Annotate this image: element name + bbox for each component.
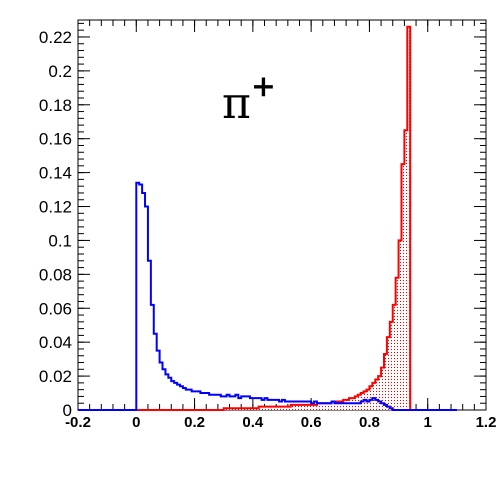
y-tick-label: 0.18 — [39, 96, 72, 115]
plot-frame — [77, 19, 487, 411]
series-line-blue — [78, 181, 457, 411]
y-tick-label: 0.06 — [39, 299, 72, 318]
annotation-superscript: + — [251, 69, 276, 104]
y-tick-label: 0.16 — [39, 130, 72, 149]
y-tick-label: 0.22 — [39, 28, 72, 47]
particle-annotation: π+ — [222, 69, 276, 129]
y-tick-label: 0.1 — [48, 231, 72, 250]
x-tick-label: 0.2 — [184, 414, 205, 431]
y-tick-label: 0 — [63, 401, 72, 420]
y-tick-label: 0.12 — [39, 198, 72, 217]
x-tick-label: 1.2 — [476, 414, 496, 431]
y-tick-label: 0.08 — [39, 265, 72, 284]
tick-labels: 0 0.02 0.04 0.06 0.08 0.1 0.12 0.14 0.16 0.18 0.2 0… — [39, 28, 496, 431]
x-tick-label: 0 — [132, 414, 140, 431]
x-tick-label: 0.4 — [242, 414, 264, 431]
x-tick-label: -0.2 — [65, 414, 91, 431]
axis-ticks — [77, 20, 487, 411]
series-line-red — [78, 25, 457, 411]
y-tick-label: 0.2 — [48, 62, 72, 81]
x-tick-label: 1 — [424, 414, 432, 431]
y-tick-label: 0.02 — [39, 367, 72, 386]
series-layer — [78, 25, 457, 411]
y-tick-label: 0.14 — [39, 164, 72, 183]
y-tick-label: 0.04 — [39, 333, 72, 352]
annotation-base: π — [222, 78, 251, 129]
x-tick-label: 0.8 — [359, 414, 380, 431]
x-tick-label: 0.6 — [301, 414, 322, 431]
